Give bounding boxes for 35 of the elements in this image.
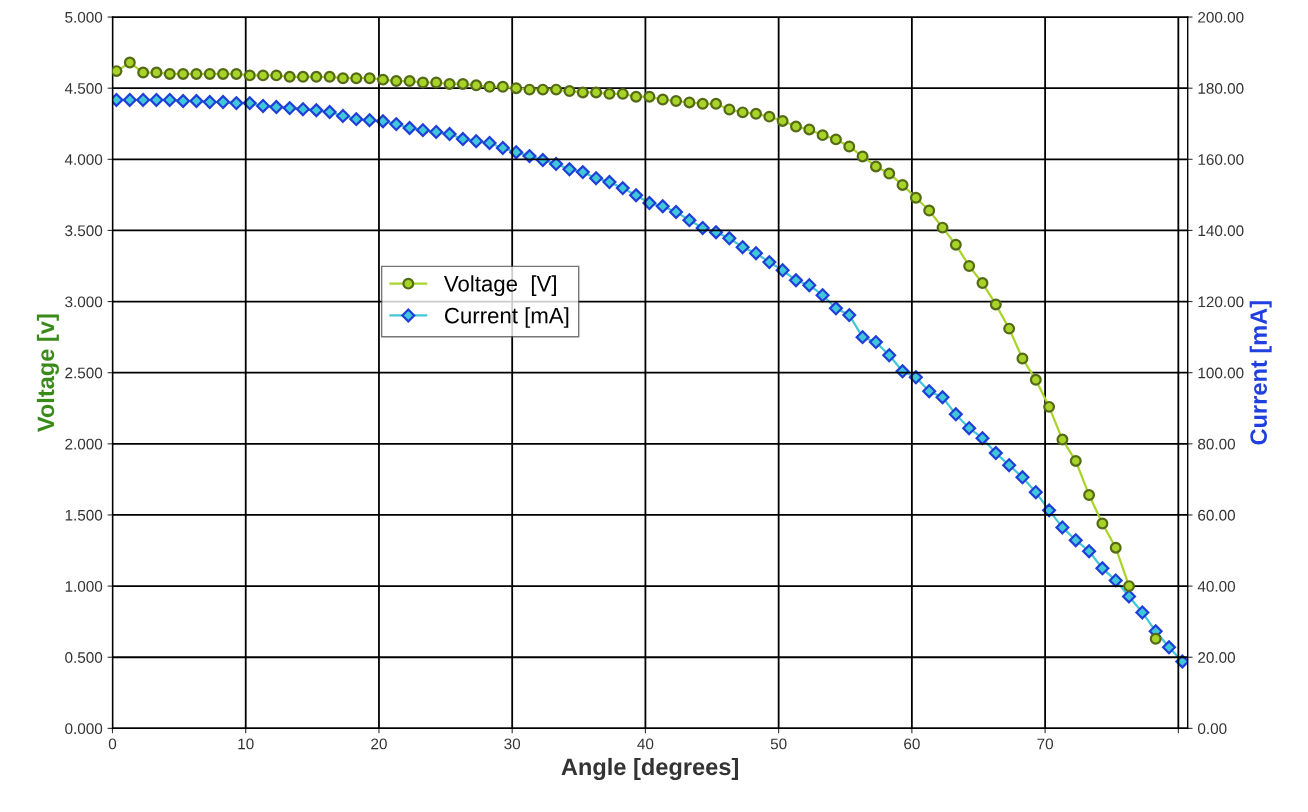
x-tick-label: 70 (1037, 738, 1054, 750)
y-axis-title: Voltage [v] (36, 314, 59, 433)
x-tick-label: 30 (504, 738, 521, 750)
x-tick-label: 60 (904, 738, 920, 750)
y-tick-label: 4.000 (64, 154, 103, 165)
y2-tick-label: 0.00 (1197, 723, 1227, 735)
y2-tick-label: 120.00 (1198, 296, 1244, 308)
y-tick-label: 3.000 (65, 296, 103, 308)
y-tick-label: 0.000 (65, 723, 103, 735)
x-tick-label: 20 (371, 738, 387, 750)
y-tick-label: 2.000 (65, 438, 103, 450)
legend-label: Current [mA] (444, 307, 569, 328)
x-tick-label: 10 (238, 738, 254, 750)
y2-tick-label: 100.00 (1198, 367, 1244, 379)
y2-tick-label: 20.00 (1198, 652, 1236, 663)
y2-axis-title: Current [mA] (1249, 301, 1272, 445)
x-axis-title: Angle [degrees] (561, 757, 738, 780)
y2-tick-label: 200.00 (1198, 11, 1244, 23)
y2-tick-label: 40.00 (1197, 580, 1236, 592)
y2-tick-label: 180.00 (1198, 83, 1244, 94)
y2-tick-label: 160.00 (1198, 154, 1244, 165)
y-tick-label: 1.000 (65, 580, 103, 592)
y-tick-label: 3.500 (65, 225, 103, 237)
y-tick-label: 0.500 (65, 652, 103, 663)
x-tick-label: 50 (770, 738, 787, 750)
y2-tick-label: 60.00 (1198, 509, 1236, 521)
y-tick-label: 4.500 (64, 83, 103, 94)
x-tick-label: 0 (108, 738, 117, 750)
x-tick-label: 40 (637, 738, 654, 750)
y2-tick-label: 80.00 (1198, 438, 1236, 450)
y-tick-label: 5.000 (65, 11, 103, 23)
y-tick-label: 2.500 (65, 367, 103, 379)
legend-label: Voltage [V] (443, 275, 556, 297)
y2-tick-label: 140.00 (1198, 225, 1244, 237)
y-tick-label: 1.500 (65, 509, 103, 521)
